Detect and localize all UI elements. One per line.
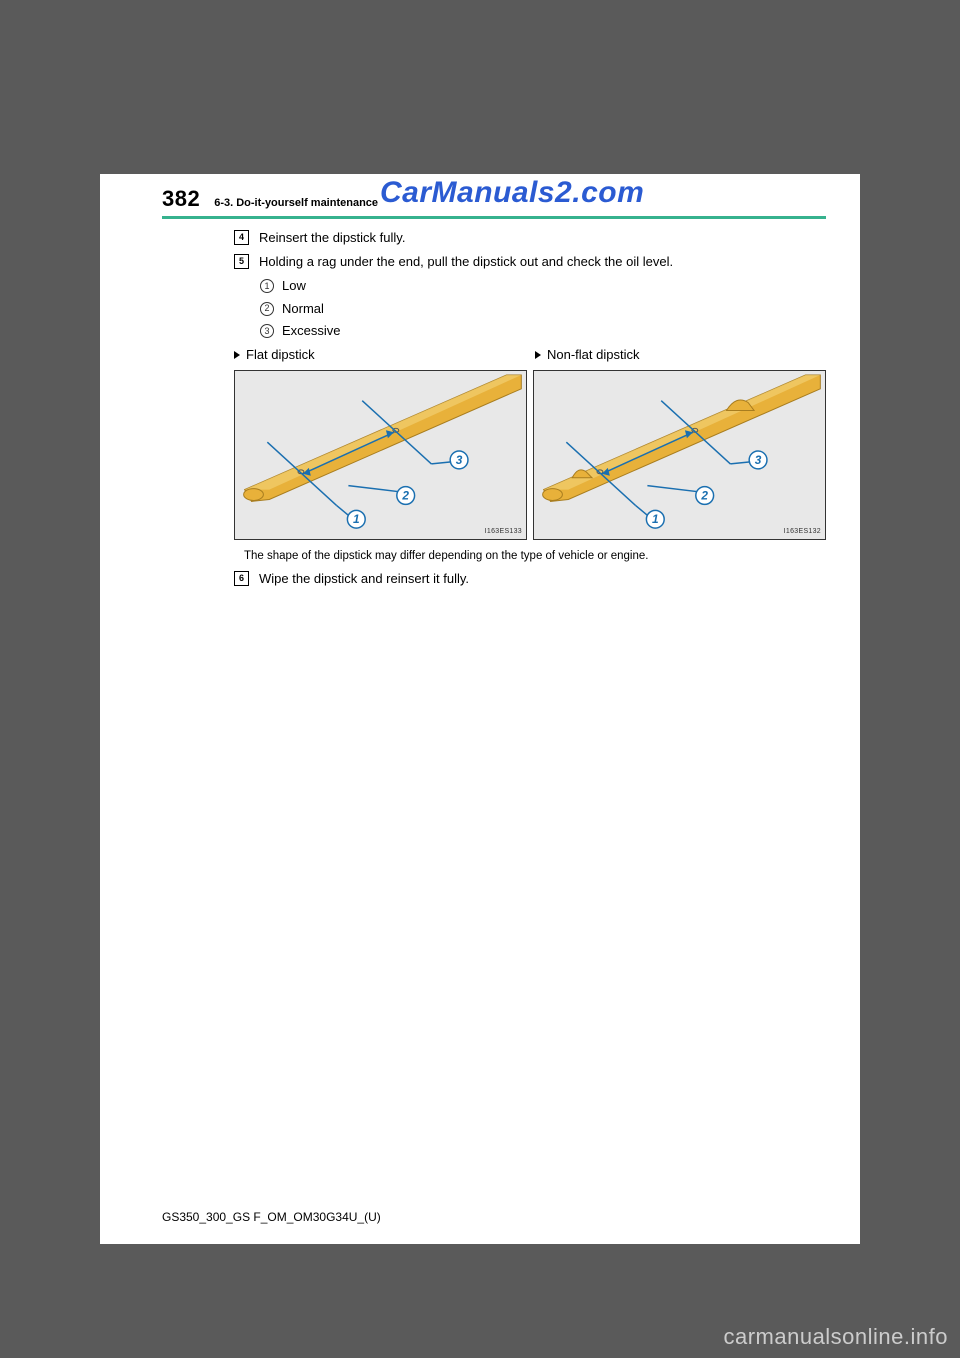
svg-text:3: 3 [456,453,463,467]
level-excessive: 3 Excessive [260,322,826,340]
step-text: Reinsert the dipstick fully. [259,229,405,247]
figure-code: I163ES132 [784,527,821,537]
heading-text: Flat dipstick [246,346,315,364]
oil-level-list: 1 Low 2 Normal 3 Excessive [234,277,826,340]
step-text: Holding a rag under the end, pull the di… [259,253,673,271]
section-title: 6-3. Do-it-yourself maintenance [214,197,378,209]
circled-number-icon: 2 [260,302,274,316]
content-area: 4 Reinsert the dipstick fully. 5 Holding… [162,219,826,588]
level-normal: 2 Normal [260,300,826,318]
circled-number-icon: 3 [260,324,274,338]
heading-text: Non-flat dipstick [547,346,639,364]
svg-text:2: 2 [401,489,409,503]
heading-flat: Flat dipstick [234,346,525,364]
step-5: 5 Holding a rag under the end, pull the … [234,253,826,271]
flat-dipstick-diagram: 1 2 3 [235,371,526,539]
svg-text:3: 3 [755,453,762,467]
step-4: 4 Reinsert the dipstick fully. [234,229,826,247]
footer-code: GS350_300_GS F_OM_OM30G34U_(U) [162,1210,381,1224]
heading-nonflat: Non-flat dipstick [535,346,826,364]
step-6: 6 Wipe the dipstick and reinsert it full… [234,570,826,588]
step-number-box: 4 [234,230,249,245]
manual-page: 382 6-3. Do-it-yourself maintenance 4 Re… [100,174,860,1244]
figure-code: I163ES133 [485,527,522,537]
watermark-bottom: carmanualsonline.info [723,1324,948,1350]
step-text: Wipe the dipstick and reinsert it fully. [259,570,469,588]
figures-row: 1 2 3 I163ES133 [234,370,826,540]
step-number-box: 5 [234,254,249,269]
triangle-bullet-icon [535,351,541,359]
figure-headings: Flat dipstick Non-flat dipstick [234,346,826,364]
level-low: 1 Low [260,277,826,295]
figure-nonflat-dipstick: 1 2 3 I163ES132 [533,370,826,540]
level-label: Normal [282,300,324,318]
triangle-bullet-icon [234,351,240,359]
watermark-top: CarManuals2.com [380,176,644,210]
page-number: 382 [162,186,200,212]
dipstick-note: The shape of the dipstick may differ dep… [234,548,826,564]
nonflat-dipstick-diagram: 1 2 3 [534,371,825,539]
circled-number-icon: 1 [260,279,274,293]
figure-flat-dipstick: 1 2 3 I163ES133 [234,370,527,540]
svg-text:1: 1 [353,512,360,526]
level-label: Excessive [282,322,341,340]
level-label: Low [282,277,306,295]
step-number-box: 6 [234,571,249,586]
page-inner: 382 6-3. Do-it-yourself maintenance 4 Re… [162,186,826,1208]
svg-text:2: 2 [700,489,708,503]
svg-text:1: 1 [652,512,659,526]
